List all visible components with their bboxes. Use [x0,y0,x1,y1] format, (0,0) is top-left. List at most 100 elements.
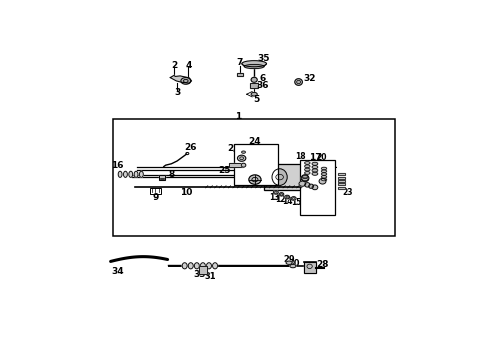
Text: 4: 4 [186,61,193,70]
Bar [338,180,345,182]
Polygon shape [170,75,192,83]
Ellipse shape [206,263,212,269]
Bar [234,144,278,185]
Text: 21: 21 [327,161,338,170]
Bar [113,120,395,236]
Bar [250,82,258,88]
Ellipse shape [321,178,327,181]
Text: 1: 1 [235,112,241,121]
Ellipse shape [321,173,327,175]
Bar [338,173,345,175]
Ellipse shape [251,93,257,96]
Bar [159,175,165,180]
Bar [303,262,316,273]
Bar [338,183,345,185]
Text: 29: 29 [283,255,295,264]
Bar [338,186,345,189]
Ellipse shape [242,61,267,67]
Ellipse shape [305,162,310,164]
Text: 25: 25 [218,166,231,175]
Ellipse shape [213,263,218,269]
Ellipse shape [319,179,326,184]
Bar [303,262,316,273]
Ellipse shape [195,263,199,269]
Text: 10: 10 [180,188,193,197]
Text: 9: 9 [152,193,159,202]
Ellipse shape [242,151,245,153]
Text: 35: 35 [257,54,270,63]
Text: 16: 16 [111,161,123,170]
Text: 20: 20 [317,153,327,162]
Text: 17: 17 [309,153,321,162]
Text: 18: 18 [295,152,306,161]
Text: 34: 34 [111,267,124,276]
Ellipse shape [140,171,143,177]
Text: 27: 27 [227,144,240,153]
Ellipse shape [134,171,138,177]
Ellipse shape [290,264,296,268]
Ellipse shape [305,172,310,174]
Bar [265,164,319,190]
Text: 24: 24 [248,137,261,146]
Text: 15: 15 [291,198,301,207]
Ellipse shape [291,197,296,200]
Ellipse shape [305,165,310,168]
Text: 19: 19 [292,179,302,188]
Text: 36: 36 [256,81,269,90]
Bar [199,266,207,274]
Ellipse shape [245,64,264,68]
Ellipse shape [241,163,246,167]
Text: 14: 14 [282,197,293,206]
Bar [250,82,258,88]
Bar [338,186,345,189]
Ellipse shape [321,167,327,170]
Ellipse shape [123,171,127,177]
Ellipse shape [321,176,327,178]
Text: 8: 8 [168,170,174,179]
Bar [338,176,345,179]
Ellipse shape [305,183,310,187]
Text: 3: 3 [174,88,180,97]
Ellipse shape [251,77,257,82]
Bar [300,159,335,215]
Ellipse shape [299,181,306,186]
Bar [229,163,243,167]
Bar [338,180,345,182]
Ellipse shape [249,175,261,184]
Ellipse shape [295,79,302,85]
Ellipse shape [285,195,290,199]
Ellipse shape [129,171,133,177]
Bar [265,164,319,190]
Bar [150,188,161,194]
Text: 6: 6 [259,74,266,83]
Ellipse shape [182,263,187,269]
Bar [338,183,345,185]
Ellipse shape [118,171,122,177]
Text: 2: 2 [172,61,177,70]
Text: 32: 32 [304,74,316,83]
Ellipse shape [305,168,310,171]
Text: 12: 12 [275,195,286,204]
Ellipse shape [312,185,318,190]
Ellipse shape [188,263,193,269]
Ellipse shape [312,172,318,175]
Text: 5: 5 [253,95,259,104]
Text: 28: 28 [316,260,329,269]
Bar [338,176,345,179]
Ellipse shape [238,155,246,161]
Text: 11: 11 [258,169,270,178]
Ellipse shape [312,166,318,168]
Ellipse shape [200,263,205,269]
Bar [229,163,243,167]
Ellipse shape [312,162,318,165]
Text: 33: 33 [194,270,206,279]
Text: 22: 22 [326,180,336,189]
Text: 30: 30 [288,258,300,267]
Text: 31: 31 [205,271,216,280]
Bar [199,266,207,274]
Bar [338,173,345,175]
Ellipse shape [301,175,309,182]
Text: 13: 13 [269,193,279,202]
Ellipse shape [309,184,314,188]
Bar [159,175,165,180]
